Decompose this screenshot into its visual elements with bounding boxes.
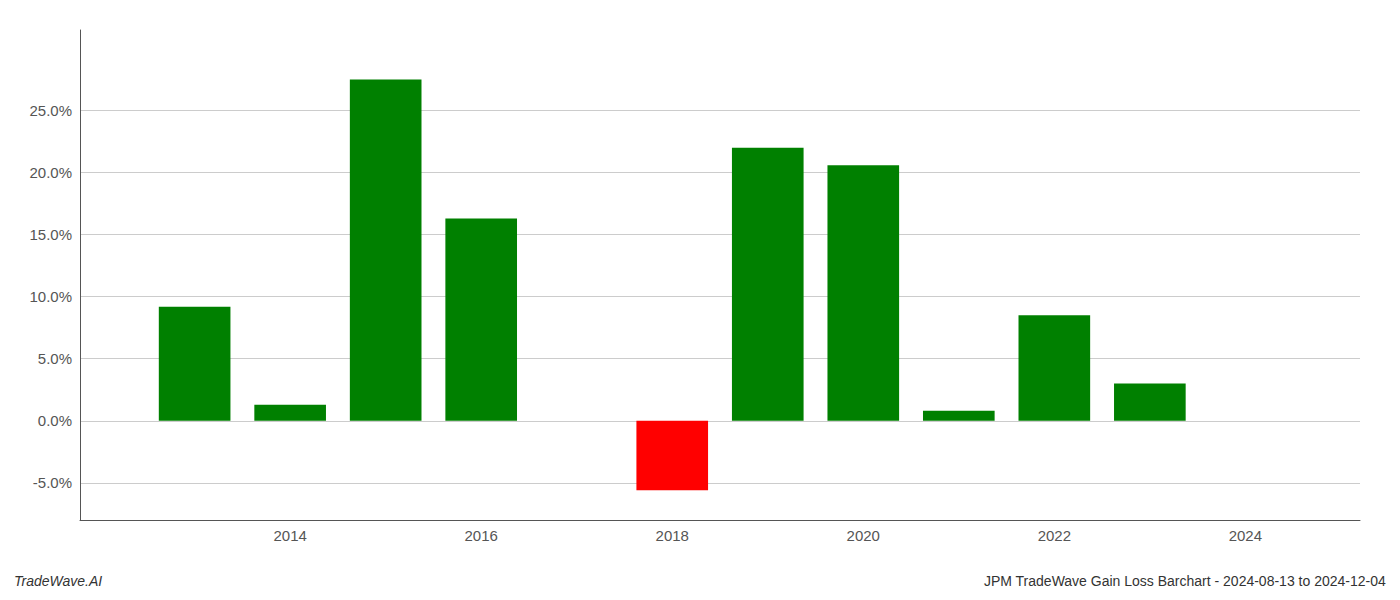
svg-text:2016: 2016 — [465, 527, 498, 544]
svg-text:15.0%: 15.0% — [29, 226, 72, 243]
svg-text:TradeWave.AI: TradeWave.AI — [14, 573, 102, 589]
svg-text:5.0%: 5.0% — [38, 350, 72, 367]
svg-text:2024: 2024 — [1229, 527, 1262, 544]
svg-text:2018: 2018 — [656, 527, 689, 544]
svg-text:-5.0%: -5.0% — [33, 474, 72, 491]
svg-text:JPM TradeWave Gain Loss Barcha: JPM TradeWave Gain Loss Barchart - 2024-… — [984, 573, 1386, 589]
svg-text:0.0%: 0.0% — [38, 412, 72, 429]
svg-text:10.0%: 10.0% — [29, 288, 72, 305]
svg-text:25.0%: 25.0% — [29, 102, 72, 119]
svg-text:2020: 2020 — [847, 527, 880, 544]
svg-text:20.0%: 20.0% — [29, 164, 72, 181]
svg-text:2014: 2014 — [273, 527, 306, 544]
svg-text:2022: 2022 — [1038, 527, 1071, 544]
